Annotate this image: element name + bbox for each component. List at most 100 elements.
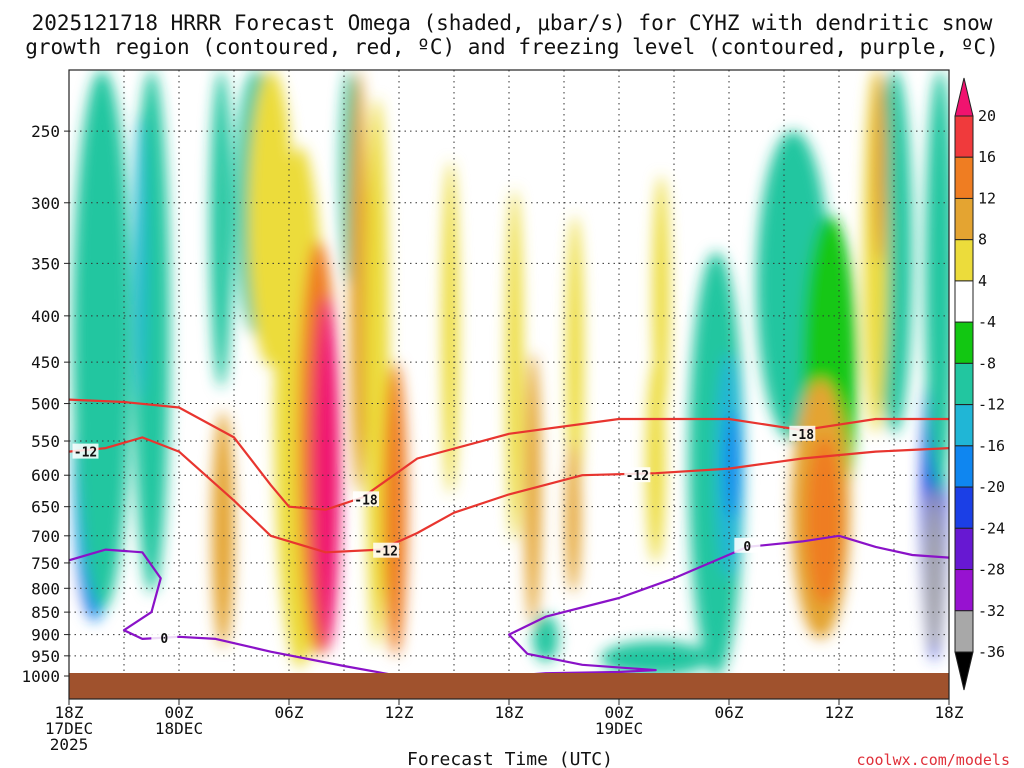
dgz-contour-label-bg (789, 425, 816, 441)
omega-cell (925, 488, 944, 652)
dgz-contour-label: -12 (374, 545, 397, 560)
omega-cell (442, 161, 459, 495)
colorbar-label: 8 (978, 231, 987, 249)
dgz-contour (69, 436, 949, 554)
plot-area: -18-12-12-18-12 00 (68, 69, 950, 700)
x-tick-label: 18DEC (155, 719, 203, 738)
x-axis-label: Forecast Time (UTC) (407, 749, 613, 768)
colorbar-label: -20 (978, 478, 1005, 496)
omega-cell (532, 614, 559, 662)
y-tick-label: 250 (31, 122, 60, 141)
omega-cell (652, 175, 670, 419)
y-tick-label: 350 (31, 254, 60, 273)
x-tick-label: 18Z (935, 703, 964, 722)
colorbar-segment (954, 527, 974, 571)
y-tick-label: 650 (31, 498, 60, 517)
omega-cell (524, 353, 542, 626)
omega-cell (506, 189, 523, 542)
omega-cell (806, 437, 843, 606)
colorbar-bottom-arrow (954, 651, 974, 691)
y-tick-label: 500 (31, 395, 60, 414)
omega-cell (872, 70, 887, 264)
freezing-contour-label-bg (734, 537, 761, 553)
dendritic-growth-contours: -18 -12 -12 -18 -12 (69, 398, 949, 560)
omega-shading (72, 70, 949, 676)
freezing-contour-label: 0 (160, 632, 168, 647)
colorbar-segment (954, 610, 974, 653)
y-tick-label: 700 (31, 527, 60, 546)
omega-cell (135, 115, 146, 404)
dgz-contour-label: -12 (626, 469, 649, 484)
colorbar-label: -32 (978, 602, 1005, 620)
colorbar-segment (954, 156, 974, 199)
y-tick-label: 750 (31, 554, 60, 573)
colorbar-label: 20 (978, 107, 996, 125)
omega-cell (925, 70, 949, 495)
colorbar-segment (954, 280, 974, 323)
x-tick-label: 00Z (165, 703, 194, 722)
x-tick-label: 12Z (825, 703, 854, 722)
dgz-contour-label-bg (624, 467, 651, 483)
colorbar-label: -8 (978, 354, 996, 372)
dgz-contour-label: -12 (74, 446, 97, 461)
colorbar-segment (954, 445, 974, 488)
colorbar-segment (954, 197, 974, 241)
x-tick-label: 2025 (50, 735, 89, 754)
omega-cell (210, 70, 233, 388)
omega-cell (365, 98, 389, 648)
colorbar-label: 16 (978, 148, 996, 166)
x-tick-label: 17DEC (45, 719, 93, 738)
freezing-contour (507, 534, 949, 676)
y-tick-label: 900 (31, 626, 60, 645)
dgz-contour-label-bg (72, 443, 99, 459)
colorbar-label: -36 (978, 643, 1005, 661)
omega-cell (383, 362, 408, 656)
y-tick-label: 1000 (21, 667, 60, 686)
colorbar-segment (954, 115, 974, 158)
omega-cell (566, 215, 584, 507)
colorbar-label: 12 (978, 189, 996, 207)
y-tick-label: 400 (31, 307, 60, 326)
colorbar-label: 4 (978, 272, 987, 290)
colorbar-top-arrow (954, 77, 974, 117)
colorbar-segment (954, 362, 974, 406)
dgz-contour-label-bg (353, 491, 379, 507)
y-tick-label: 950 (31, 647, 60, 666)
freezing-contour-label-bg (151, 630, 178, 646)
x-tick-label: 18Z (495, 703, 524, 722)
omega-cell (72, 70, 132, 610)
x-tick-label: 06Z (275, 703, 304, 722)
colorbar-label: -4 (978, 313, 996, 331)
y-tick-label: 800 (31, 579, 60, 598)
dgz-contour-label-bg (373, 542, 400, 558)
x-tick-label: 06Z (715, 703, 744, 722)
freezing-level-contours: 00 (69, 534, 949, 676)
x-tick-label: 12Z (385, 703, 414, 722)
colorbar-segment (954, 486, 974, 529)
colorbar-label: -12 (978, 396, 1005, 414)
dgz-contour-label: -18 (791, 428, 815, 443)
freezing-contour-label: 0 (743, 540, 751, 555)
y-axis: 250 300 350 400 450 500 550 600 650 700 750 800 850 9… (21, 122, 69, 686)
omega-cell (311, 295, 341, 652)
colorbar-segment (954, 321, 974, 364)
omega-cell (565, 441, 581, 594)
chart-title-line1: 2025121718 HRRR Forecast Omega (shaded, … (32, 11, 993, 35)
x-tick-label: 00Z (605, 703, 634, 722)
colorbar-segment (954, 404, 974, 447)
colorbar-label: -16 (978, 437, 1005, 455)
y-tick-label: 850 (31, 603, 60, 622)
y-tick-label: 450 (31, 353, 60, 372)
x-tick-label: 19DEC (595, 719, 643, 738)
x-tick-label: 18Z (55, 703, 84, 722)
colorbar-label: -24 (978, 519, 1005, 537)
freezing-contour (69, 548, 400, 676)
credit-text: coolwx.com/models (856, 751, 1010, 768)
colorbar-segment (954, 569, 974, 612)
omega-cell (349, 70, 368, 495)
y-tick-label: 550 (31, 432, 60, 451)
omega-cell (725, 411, 741, 519)
y-tick-label: 300 (31, 194, 60, 213)
